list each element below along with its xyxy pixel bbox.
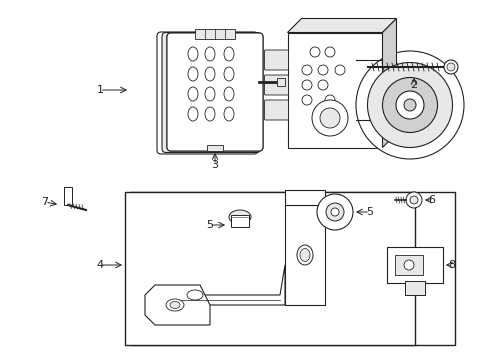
Bar	[130, 192, 454, 345]
Text: 1: 1	[96, 85, 103, 95]
FancyBboxPatch shape	[167, 33, 263, 151]
Text: 7: 7	[41, 197, 48, 207]
FancyBboxPatch shape	[162, 32, 260, 153]
Bar	[287, 32, 382, 148]
Circle shape	[302, 65, 311, 75]
Ellipse shape	[224, 47, 234, 61]
Circle shape	[443, 60, 457, 74]
Ellipse shape	[187, 87, 198, 101]
Bar	[276, 78, 285, 86]
Ellipse shape	[224, 107, 234, 121]
Ellipse shape	[186, 290, 203, 300]
Ellipse shape	[395, 91, 423, 119]
Ellipse shape	[403, 260, 413, 270]
Bar	[64, 187, 72, 205]
Bar	[386, 247, 442, 283]
Ellipse shape	[224, 87, 234, 101]
Bar	[230, 215, 248, 227]
Polygon shape	[155, 265, 285, 315]
Circle shape	[325, 95, 334, 105]
Bar	[285, 190, 325, 205]
Circle shape	[325, 47, 334, 57]
Ellipse shape	[187, 67, 198, 81]
Polygon shape	[382, 18, 396, 148]
Ellipse shape	[296, 245, 312, 265]
Circle shape	[334, 65, 345, 75]
Circle shape	[319, 108, 339, 128]
Ellipse shape	[299, 248, 309, 261]
Bar	[394, 255, 422, 275]
Ellipse shape	[204, 47, 215, 61]
Circle shape	[409, 196, 417, 204]
Text: 4: 4	[96, 260, 103, 270]
Polygon shape	[145, 285, 209, 325]
Ellipse shape	[224, 67, 234, 81]
Ellipse shape	[170, 302, 180, 309]
Text: 8: 8	[447, 260, 455, 270]
Text: 5: 5	[366, 207, 373, 217]
Ellipse shape	[228, 210, 250, 224]
Bar	[285, 205, 325, 305]
Ellipse shape	[403, 99, 415, 111]
Circle shape	[446, 63, 454, 71]
FancyBboxPatch shape	[157, 32, 258, 154]
Bar	[404, 281, 424, 295]
FancyBboxPatch shape	[264, 100, 288, 120]
Circle shape	[302, 80, 311, 90]
Circle shape	[325, 203, 343, 221]
Ellipse shape	[187, 47, 198, 61]
Bar	[195, 29, 235, 39]
Bar	[125, 192, 414, 345]
Circle shape	[330, 208, 338, 216]
Circle shape	[317, 65, 327, 75]
Ellipse shape	[165, 299, 183, 311]
Circle shape	[316, 194, 352, 230]
Circle shape	[405, 192, 421, 208]
Text: 2: 2	[409, 80, 417, 90]
Text: 6: 6	[427, 195, 435, 205]
Circle shape	[311, 100, 347, 136]
Bar	[206, 145, 223, 151]
Text: 3: 3	[211, 160, 218, 170]
Ellipse shape	[204, 107, 215, 121]
Circle shape	[302, 95, 311, 105]
Ellipse shape	[382, 77, 437, 132]
Ellipse shape	[367, 63, 451, 148]
Ellipse shape	[204, 87, 215, 101]
Circle shape	[317, 80, 327, 90]
FancyBboxPatch shape	[167, 33, 263, 151]
FancyBboxPatch shape	[264, 50, 288, 70]
FancyBboxPatch shape	[264, 75, 288, 95]
Ellipse shape	[355, 51, 463, 159]
Ellipse shape	[204, 67, 215, 81]
Circle shape	[309, 47, 319, 57]
Ellipse shape	[187, 107, 198, 121]
Polygon shape	[287, 18, 396, 32]
Text: 5: 5	[206, 220, 213, 230]
